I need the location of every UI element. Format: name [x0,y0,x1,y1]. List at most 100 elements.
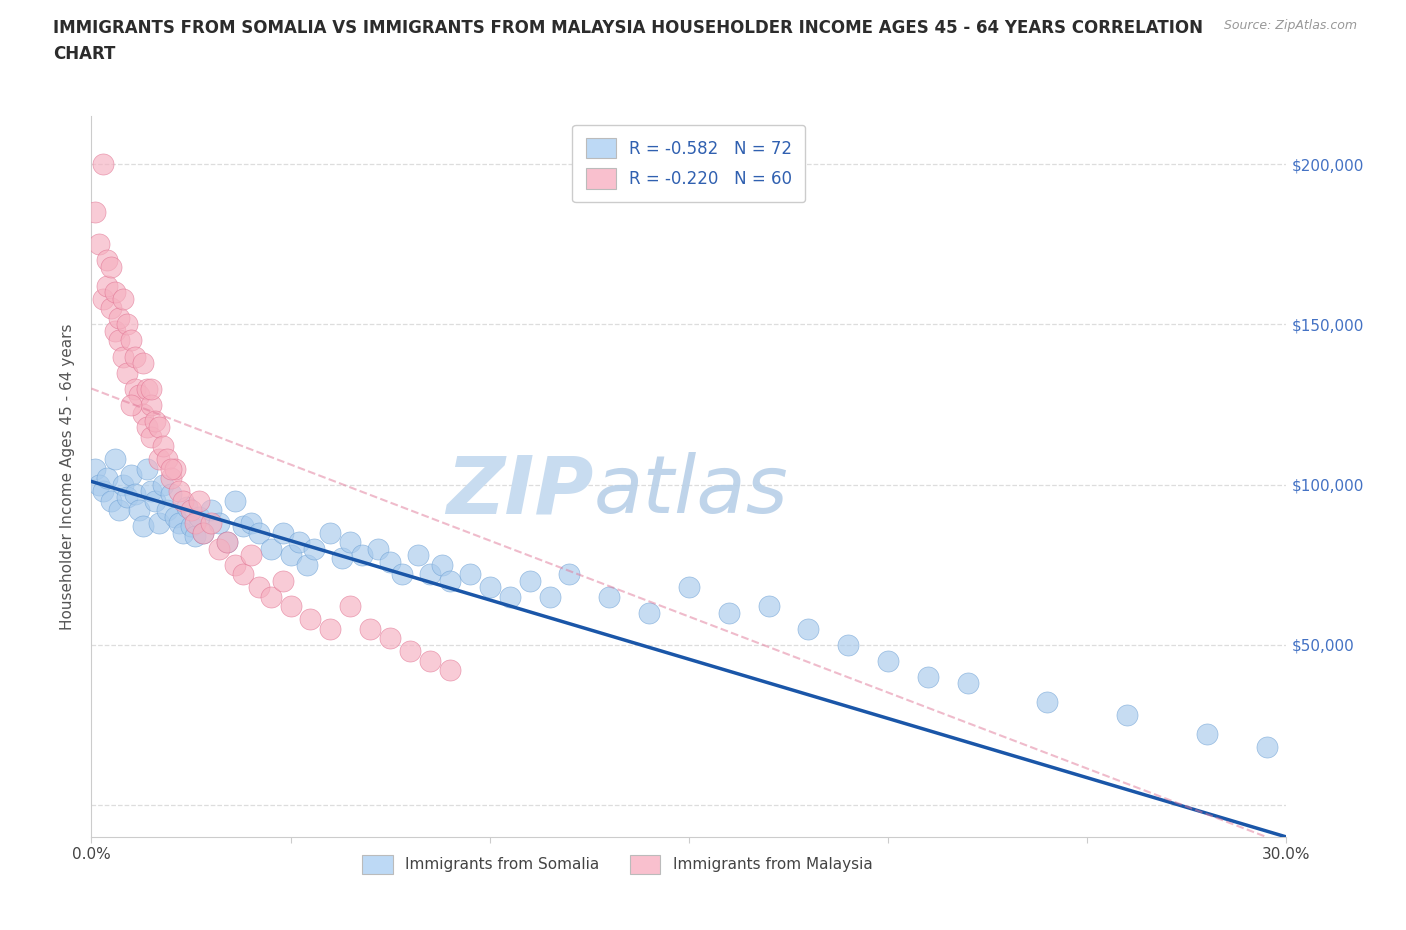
Point [678,579,700,594]
Point [108,503,131,518]
Point [136,461,159,476]
Point [180,503,202,518]
Point [399,644,422,658]
Point [339,599,361,614]
Point [104,452,127,467]
Point [1036,695,1059,710]
Point [108,311,131,325]
Point [160,471,183,485]
Point [93,484,115,498]
Point [215,535,238,550]
Point [132,355,155,370]
Point [89,237,111,252]
Point [406,548,429,563]
Point [141,397,162,412]
Point [419,567,441,582]
Point [519,573,541,588]
Point [148,452,170,467]
Point [352,548,374,563]
Point [156,503,179,518]
Point [141,381,162,396]
Point [143,413,166,428]
Point [120,333,142,348]
Point [124,381,146,396]
Text: atlas: atlas [593,452,789,530]
Point [89,477,111,492]
Point [184,515,207,530]
Point [758,599,780,614]
Point [104,285,127,299]
Point [176,499,198,514]
Point [128,503,150,518]
Point [112,349,135,364]
Point [160,486,183,501]
Point [163,461,186,476]
Point [1116,708,1139,723]
Point [797,621,820,636]
Point [115,365,138,380]
Point [271,525,294,540]
Point [917,670,939,684]
Point [339,535,361,550]
Point [112,477,135,492]
Point [319,525,342,540]
Point [478,579,501,594]
Text: Source: ZipAtlas.com: Source: ZipAtlas.com [1223,19,1357,32]
Point [391,567,413,582]
Point [148,515,170,530]
Point [124,486,146,501]
Point [188,493,211,508]
Point [115,490,138,505]
Point [378,554,402,569]
Point [498,590,520,604]
Point [304,541,326,556]
Point [259,590,281,604]
Point [956,676,979,691]
Point [208,515,231,530]
Point [136,419,159,434]
Point [120,468,142,483]
Point [439,663,461,678]
Point [180,519,202,534]
Point [295,557,318,572]
Point [1195,727,1218,742]
Point [717,605,740,620]
Point [319,621,342,636]
Point [156,452,179,467]
Point [538,590,561,604]
Point [128,388,150,403]
Point [100,493,122,508]
Point [558,567,581,582]
Point [93,157,115,172]
Point [837,637,859,652]
Point [271,573,294,588]
Point [638,605,661,620]
Point [115,317,138,332]
Point [224,557,246,572]
Point [100,301,122,316]
Text: IMMIGRANTS FROM SOMALIA VS IMMIGRANTS FROM MALAYSIA HOUSEHOLDER INCOME AGES 45 -: IMMIGRANTS FROM SOMALIA VS IMMIGRANTS FR… [53,19,1204,36]
Point [877,654,900,669]
Point [247,579,270,594]
Point [163,510,186,525]
Point [439,573,461,588]
Point [299,612,322,627]
Text: ZIP: ZIP [446,452,593,530]
Point [332,551,354,565]
Point [598,590,620,604]
Point [172,493,194,508]
Point [152,477,174,492]
Point [287,535,309,550]
Text: CHART: CHART [53,45,115,62]
Point [458,567,481,582]
Legend: Immigrants from Somalia, Immigrants from Malaysia: Immigrants from Somalia, Immigrants from… [356,849,879,880]
Point [239,515,262,530]
Point [96,279,118,294]
Point [132,519,155,534]
Point [280,599,302,614]
Point [112,291,135,306]
Point [172,525,194,540]
Point [215,535,238,550]
Point [367,541,389,556]
Point [224,493,246,508]
